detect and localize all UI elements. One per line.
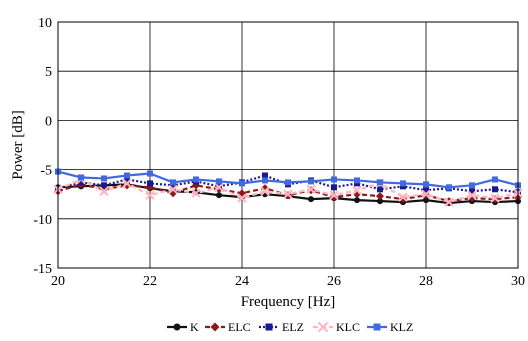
- x-tick-label: 26: [327, 274, 341, 289]
- data-point: [216, 178, 222, 185]
- data-point: [262, 172, 268, 179]
- data-point: [147, 170, 153, 177]
- legend-item-elc: ELC: [205, 320, 251, 334]
- data-point: [329, 190, 339, 200]
- data-point: [331, 184, 337, 191]
- x-tick-label: 30: [511, 274, 525, 289]
- y-tick-label: 5: [45, 65, 52, 80]
- x-axis-label: Frequency [Hz]: [241, 294, 336, 310]
- data-point: [170, 179, 176, 186]
- series-line: [57, 174, 519, 194]
- data-point: [398, 192, 408, 202]
- x-tick-label: 28: [419, 274, 433, 289]
- x-tick-label: 20: [51, 274, 65, 289]
- data-point: [262, 177, 268, 184]
- data-point: [99, 186, 109, 196]
- legend-label: ELC: [228, 320, 251, 334]
- plot-frame: [57, 21, 519, 269]
- legend-marker: [210, 322, 220, 332]
- data-point: [444, 197, 454, 207]
- y-axis-label: Power [dB]: [10, 110, 26, 180]
- data-point: [467, 190, 477, 200]
- data-point: [377, 179, 383, 186]
- data-point: [423, 181, 429, 188]
- grid: [57, 21, 519, 269]
- y-tick-label: 10: [38, 16, 52, 31]
- data-point: [421, 189, 431, 199]
- series-klc: [53, 174, 523, 207]
- data-point: [352, 185, 362, 195]
- series-lines: [53, 168, 523, 207]
- data-point: [168, 184, 178, 194]
- data-point: [400, 180, 406, 187]
- legend: K ELC ELZ KLC KLZ: [167, 320, 413, 334]
- data-point: [216, 192, 222, 199]
- data-point: [78, 179, 84, 186]
- data-point: [101, 175, 107, 182]
- data-point: [377, 186, 383, 193]
- data-point: [331, 176, 337, 183]
- data-point: [285, 179, 291, 186]
- y-tick-label: 0: [45, 114, 52, 129]
- data-point: [423, 197, 429, 204]
- data-point: [377, 198, 383, 205]
- legend-item-klc: KLC: [313, 320, 360, 334]
- legend-label: K: [190, 320, 199, 334]
- data-point: [237, 193, 247, 203]
- y-tick-labels: 10 5 0 -5 -10 -15: [33, 16, 52, 277]
- data-point: [260, 186, 270, 196]
- data-point: [239, 180, 245, 187]
- data-point: [376, 192, 384, 201]
- data-point: [283, 189, 293, 199]
- data-point: [191, 188, 201, 198]
- data-point: [469, 188, 475, 195]
- data-point: [124, 176, 130, 183]
- data-point: [308, 178, 314, 185]
- x-tick-label: 22: [143, 274, 157, 289]
- legend-item-elz: ELZ: [259, 320, 304, 334]
- data-point: [78, 174, 84, 181]
- legend-label: KLZ: [390, 320, 413, 334]
- data-point: [124, 172, 130, 179]
- legend-item-k: K: [167, 320, 199, 334]
- data-point: [193, 176, 199, 183]
- data-point: [423, 187, 429, 194]
- legend-label: ELZ: [282, 320, 304, 334]
- y-tick-label: -10: [33, 213, 52, 228]
- data-point: [147, 180, 153, 187]
- legend-marker: [173, 323, 181, 331]
- legend-item-klz: KLZ: [367, 320, 413, 334]
- data-point: [492, 176, 498, 183]
- legend-label: KLC: [336, 320, 360, 334]
- data-point: [469, 182, 475, 189]
- x-tick-labels: 20 22 24 26 28 30: [51, 274, 525, 289]
- data-point: [490, 193, 500, 203]
- data-point: [308, 196, 314, 203]
- y-tick-label: -15: [33, 262, 52, 277]
- data-point: [354, 177, 360, 184]
- data-point: [306, 184, 316, 194]
- series-klz: [55, 168, 521, 191]
- data-point: [145, 190, 155, 200]
- data-point: [214, 182, 224, 193]
- legend-marker: [317, 321, 329, 333]
- data-point: [101, 182, 107, 189]
- legend-marker: [373, 323, 381, 331]
- data-point: [354, 197, 360, 204]
- x-tick-label: 24: [235, 274, 249, 289]
- legend-marker: [265, 323, 273, 331]
- data-point: [446, 184, 452, 191]
- data-point: [492, 186, 498, 193]
- y-tick-label: -5: [40, 164, 52, 179]
- data-point: [122, 178, 132, 189]
